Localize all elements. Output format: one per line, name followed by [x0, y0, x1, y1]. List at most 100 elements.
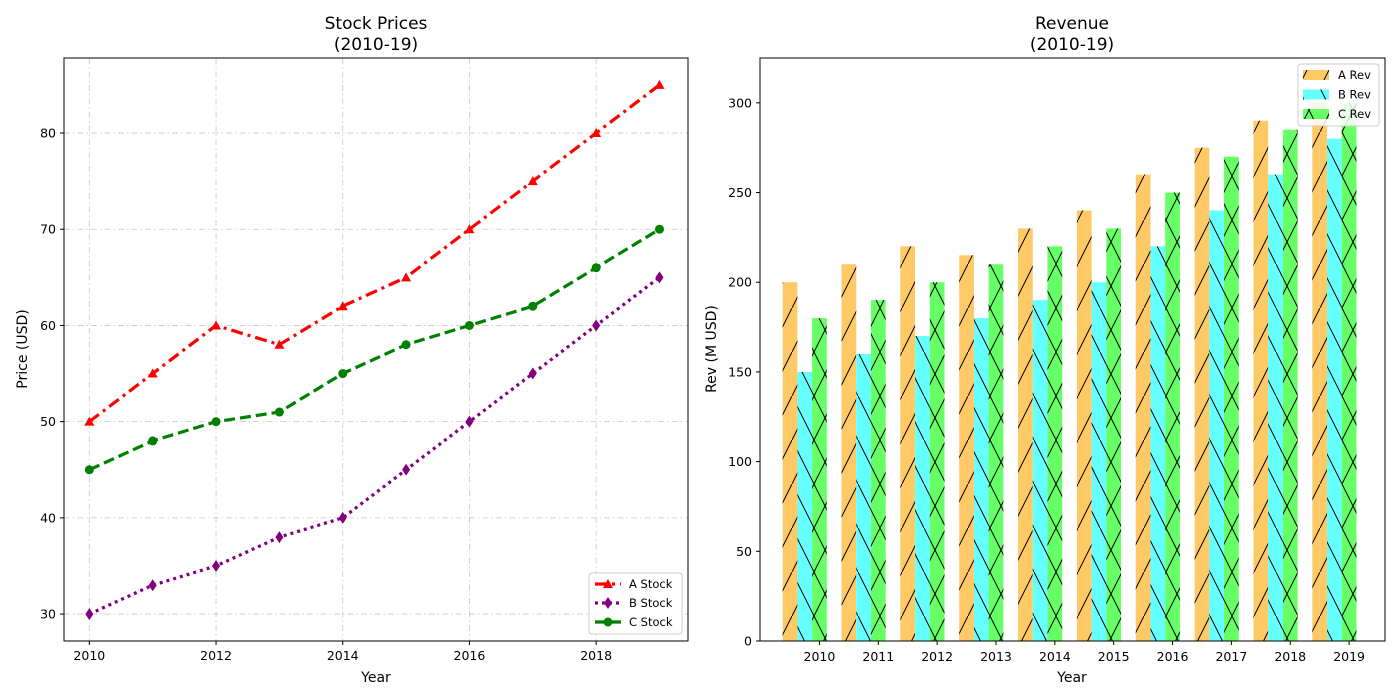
- data-point-b-stock: [148, 579, 157, 592]
- bar-hatch-a-rev: [1194, 147, 1210, 641]
- y-tick-label: 60: [40, 318, 56, 333]
- x-tick-label: 2019: [1333, 649, 1365, 664]
- series-line-c-stock: [88, 227, 661, 472]
- y-axis-ticks: 0 50 100 150 200 250 300: [728, 95, 760, 649]
- data-point-a-stock: [84, 416, 95, 426]
- data-point-b-stock: [592, 319, 601, 332]
- data-point-a-stock: [464, 224, 475, 234]
- legend-box: [588, 572, 683, 635]
- axes-frame: [759, 57, 1386, 642]
- legend-hatch-c-rev: [1303, 109, 1329, 119]
- chart-title-line1: Revenue: [1035, 14, 1109, 34]
- plot-area: [782, 102, 1357, 641]
- x-tick-label: 2013: [980, 649, 1012, 664]
- bar-hatch-c-rev: [870, 300, 886, 641]
- bar-hatch-c-rev: [1106, 228, 1122, 641]
- legend-label-a-rev: A Rev: [1338, 68, 1371, 82]
- x-tick-label: 2016: [1157, 649, 1189, 664]
- legend-hatch-a-rev: [1303, 70, 1329, 80]
- bar-hatch-a-rev: [782, 282, 798, 641]
- legend-label-a-stock: A Stock: [629, 577, 673, 591]
- data-point-c-stock: [591, 263, 601, 273]
- x-axis-ticks: 2010 2011 2012 2013 2014 2015 2016 2017 2018 2019: [804, 641, 1365, 664]
- chart-title-line1: Stock Prices: [325, 14, 428, 34]
- data-point-a-stock: [274, 339, 285, 349]
- plot-area: [84, 79, 665, 621]
- grid: [64, 58, 688, 641]
- bar-hatch-c-rev: [988, 264, 1004, 641]
- x-tick-label: 2017: [1215, 649, 1247, 664]
- bar-hatch-a-rev: [841, 264, 857, 641]
- legend: A Rev B Rev C Rev: [1297, 63, 1380, 127]
- bar-hatch-c-rev: [1224, 156, 1239, 641]
- bar-hatch-c-rev: [1165, 192, 1180, 641]
- axes-frame: [63, 57, 689, 642]
- legend-label-c-rev: C Rev: [1338, 107, 1371, 121]
- bar-hatch-b-rev: [1032, 300, 1048, 641]
- x-axis-label: Year: [1056, 670, 1087, 686]
- revenue-chart: Revenue (2010-19) 2010 2011 2012 2013 2014 20…: [704, 14, 1386, 686]
- bar-hatch-b-rev: [1091, 282, 1107, 641]
- data-point-b-stock: [402, 463, 411, 476]
- x-tick-label: 2010: [73, 648, 105, 663]
- data-point-b-stock: [275, 531, 284, 544]
- x-tick-label: 2016: [454, 648, 486, 663]
- y-tick-label: 250: [728, 185, 752, 200]
- data-point-b-stock: [655, 271, 664, 284]
- y-tick-label: 40: [40, 510, 56, 525]
- y-tick-label: 70: [40, 222, 56, 237]
- x-tick-label: 2015: [1098, 649, 1130, 664]
- data-point-a-stock: [147, 368, 158, 378]
- x-tick-label: 2014: [327, 648, 359, 663]
- x-axis-ticks: 2010 2012 2014 2016 2018: [73, 641, 612, 663]
- legend-label-c-stock: C Stock: [629, 615, 673, 629]
- legend-label-b-rev: B Rev: [1338, 88, 1371, 102]
- y-tick-label: 0: [744, 634, 752, 649]
- data-point-c-stock: [528, 301, 538, 311]
- bar-hatch-c-rev: [1047, 246, 1063, 641]
- x-axis-label: Year: [360, 670, 391, 686]
- stock-prices-chart: Stock Prices (2010-19) 2010 2012 2014 2016 2…: [15, 14, 689, 686]
- data-point-a-stock: [337, 301, 348, 311]
- bar-hatch-b-rev: [1209, 210, 1225, 641]
- data-point-b-stock: [465, 415, 474, 428]
- y-tick-label: 300: [728, 95, 752, 110]
- bar-hatch-a-rev: [959, 255, 974, 641]
- bar-hatch-b-rev: [797, 371, 813, 641]
- bar-hatch-c-rev: [1341, 102, 1357, 641]
- y-tick-label: 80: [40, 126, 56, 141]
- y-tick-label: 50: [736, 544, 752, 559]
- x-tick-label: 2012: [200, 648, 232, 663]
- chart-title-line2: (2010-19): [334, 35, 418, 55]
- y-tick-label: 50: [40, 414, 56, 429]
- y-axis-label: Price (USD): [15, 309, 31, 388]
- bar-hatch-b-rev: [1268, 174, 1283, 641]
- x-tick-label: 2011: [862, 649, 894, 664]
- bar-hatch-b-rev: [973, 318, 989, 641]
- data-point-c-stock: [148, 436, 158, 446]
- data-point-a-stock: [527, 176, 538, 186]
- data-point-a-stock: [401, 272, 412, 282]
- bar-hatch-b-rev: [856, 353, 871, 641]
- bar-hatch-a-rev: [1018, 228, 1033, 641]
- data-point-c-stock: [654, 224, 664, 234]
- x-tick-label: 2010: [804, 649, 836, 664]
- y-axis-ticks: 30 40 50 60 70 80: [40, 126, 64, 622]
- series-line-b-stock: [88, 276, 661, 616]
- y-axis-label: Rev (M USD): [704, 305, 720, 393]
- bar-hatch-c-rev: [1282, 129, 1298, 641]
- data-point-b-stock: [212, 559, 221, 572]
- series-line-a-stock: [88, 83, 661, 423]
- chart-title-line2: (2010-19): [1030, 35, 1114, 55]
- legend-marker-b-stock: [604, 597, 612, 609]
- data-point-c-stock: [211, 417, 221, 427]
- data-point-b-stock: [85, 608, 94, 621]
- bar-hatch-c-rev: [812, 318, 827, 641]
- data-point-c-stock: [338, 369, 348, 379]
- y-tick-label: 150: [728, 364, 752, 379]
- data-point-b-stock: [338, 511, 347, 524]
- data-point-a-stock: [211, 320, 222, 330]
- bar-hatch-a-rev: [1135, 174, 1151, 641]
- legend-hatch-b-rev: [1303, 89, 1329, 100]
